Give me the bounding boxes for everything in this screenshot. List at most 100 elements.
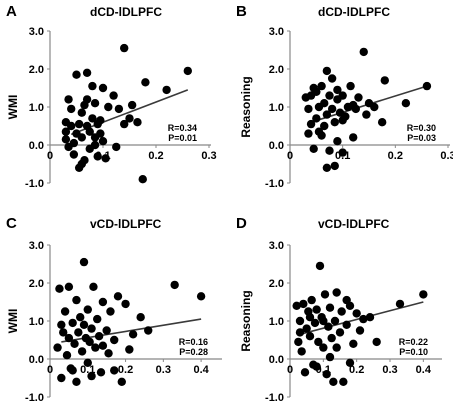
data-point	[74, 328, 83, 337]
y-tick-label: 1.0	[269, 316, 284, 328]
data-point	[141, 78, 150, 87]
data-point	[68, 318, 77, 328]
data-point	[365, 313, 375, 322]
data-point	[64, 95, 73, 104]
data-point	[79, 257, 89, 267]
y-tick-label: 3.0	[269, 26, 284, 38]
data-point	[317, 81, 326, 91]
data-point	[87, 371, 96, 381]
x-tick-label: 0.4	[416, 364, 432, 376]
data-point	[64, 282, 74, 291]
stat-p: P=0.03	[407, 133, 436, 143]
data-point	[338, 91, 347, 100]
data-point	[330, 161, 339, 171]
data-point	[69, 138, 79, 148]
data-point	[106, 307, 115, 316]
data-point	[82, 95, 92, 104]
data-point	[85, 127, 94, 136]
y-tick-label: 0.0	[29, 354, 44, 366]
data-point	[125, 345, 134, 354]
data-point	[70, 339, 79, 348]
data-point	[310, 318, 320, 328]
data-point	[68, 366, 77, 375]
x-tick-label: 0	[47, 364, 53, 376]
data-point	[338, 116, 347, 125]
data-point	[79, 320, 89, 329]
data-point	[342, 320, 351, 329]
data-point	[109, 91, 118, 100]
data-point	[128, 330, 138, 339]
data-point	[314, 337, 323, 347]
data-point	[110, 366, 119, 375]
data-point	[327, 74, 337, 83]
data-point	[339, 377, 348, 386]
data-point	[312, 362, 321, 371]
y-axis-label: WMI	[6, 309, 20, 334]
panel-title: dCD-lDLPFC	[318, 5, 390, 19]
data-point	[342, 295, 351, 305]
data-point	[83, 305, 92, 314]
data-point	[333, 137, 342, 146]
data-point	[297, 347, 306, 356]
data-point	[299, 299, 308, 309]
data-point	[64, 333, 74, 343]
y-tick-label: 1.0	[29, 316, 44, 328]
data-point	[83, 358, 92, 367]
data-point	[322, 370, 331, 379]
data-point	[307, 295, 316, 305]
data-point	[183, 66, 192, 76]
data-point	[312, 305, 321, 314]
panel-title: vCD-lDLPFC	[90, 217, 162, 231]
data-point	[372, 337, 381, 347]
data-point	[325, 91, 334, 100]
data-point	[292, 301, 301, 310]
data-point	[67, 104, 76, 114]
stat-p: P=0.01	[168, 133, 197, 143]
data-point	[55, 284, 64, 293]
data-point	[72, 377, 81, 386]
data-point	[330, 118, 339, 127]
data-point	[76, 313, 85, 322]
data-point	[96, 129, 105, 138]
panel-b: BdCD-lDLPFCReasoning-1.00.01.02.03.000.1…	[236, 3, 453, 190]
data-point	[61, 118, 71, 127]
data-point	[355, 326, 365, 335]
x-tick-label: 0	[287, 150, 293, 162]
data-point	[87, 324, 96, 333]
panel-letter: C	[6, 215, 17, 232]
data-point	[98, 137, 108, 146]
data-point	[422, 81, 432, 91]
data-point	[133, 118, 142, 127]
data-point	[74, 119, 84, 129]
data-point	[196, 292, 206, 301]
data-point	[88, 81, 97, 91]
data-point	[61, 127, 71, 136]
data-point	[96, 368, 106, 377]
data-point	[110, 335, 119, 345]
data-point	[295, 328, 305, 337]
data-point	[349, 339, 358, 348]
stat-r: R=0.22	[399, 337, 428, 347]
y-tick-label: -1.0	[25, 178, 44, 190]
x-tick-label: 0.2	[148, 150, 163, 162]
data-point	[330, 316, 340, 326]
data-point	[89, 282, 98, 291]
x-tick-label: 0.3	[201, 150, 216, 162]
data-point	[304, 104, 313, 114]
data-point	[359, 47, 368, 57]
data-point	[349, 133, 358, 142]
data-point	[96, 116, 105, 125]
data-point	[60, 307, 70, 316]
panel-a: AdCD-lDLPFCWMI-1.00.01.02.03.000.10.20.3…	[6, 3, 217, 190]
data-point	[113, 292, 123, 301]
y-tick-label: 0.0	[269, 140, 284, 152]
data-point	[104, 102, 113, 112]
data-point	[370, 102, 379, 112]
data-point	[61, 135, 71, 144]
data-point	[93, 152, 102, 161]
data-point	[144, 326, 153, 335]
y-tick-label: 2.0	[29, 64, 44, 76]
data-point	[302, 324, 311, 333]
data-point	[315, 261, 325, 271]
data-point	[77, 108, 87, 117]
